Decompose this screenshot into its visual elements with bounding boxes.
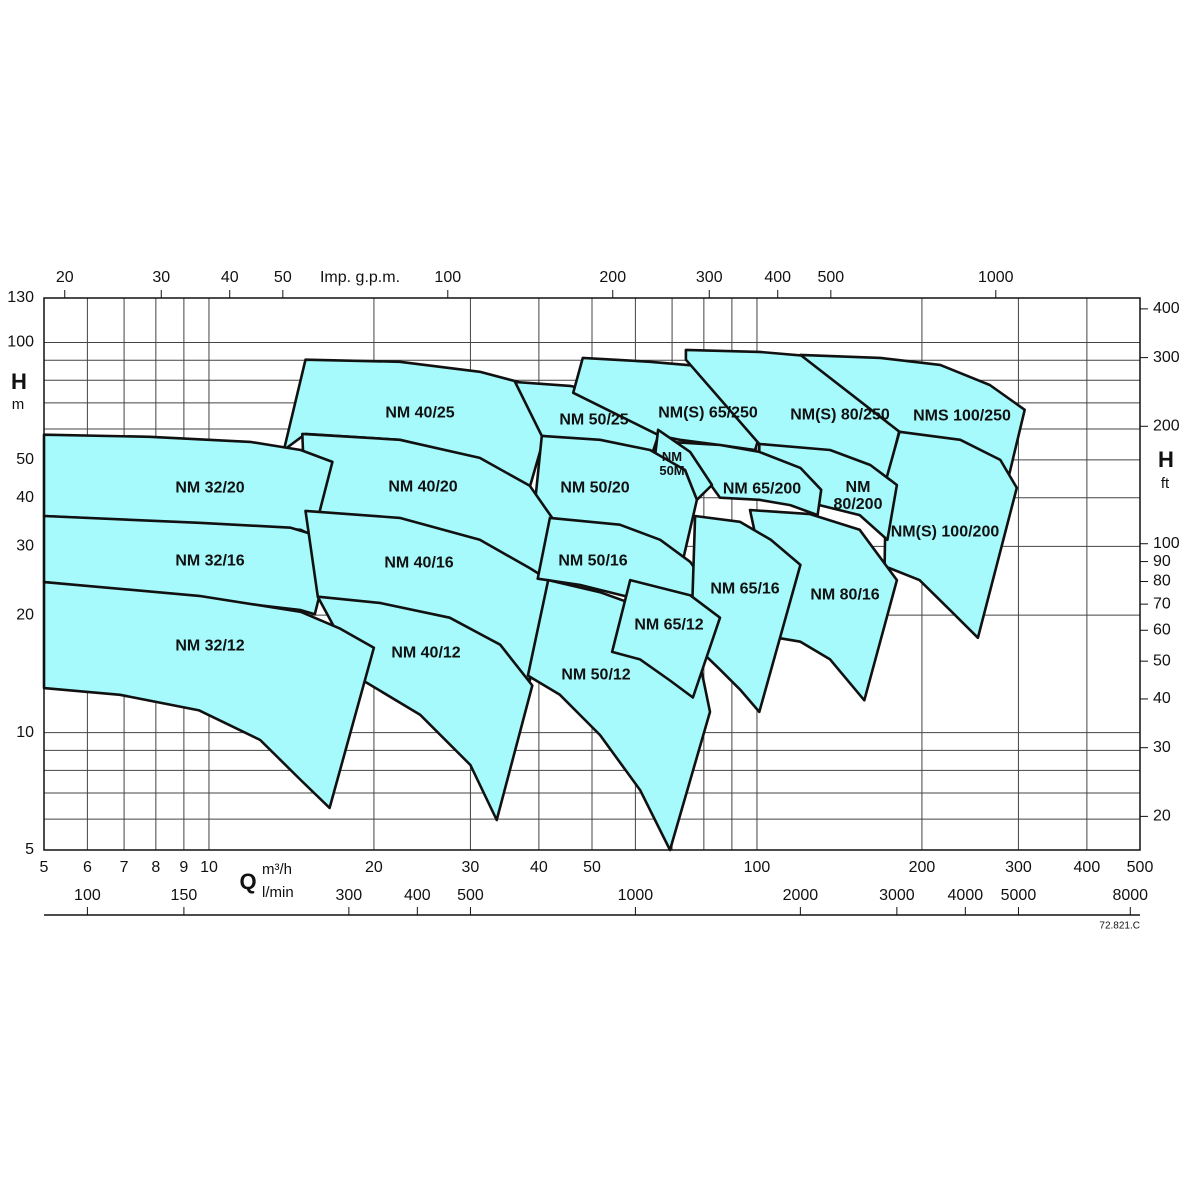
pump-region: [668, 440, 823, 517]
y2-tick-label: 300: [1153, 349, 1180, 366]
x-tick-label: 5: [40, 859, 49, 876]
x3-tick-label: 500: [817, 269, 844, 286]
region-label: NM 80/16: [810, 586, 880, 604]
x3-tick-label: 50: [274, 269, 292, 286]
x-tick-label: 50: [583, 859, 601, 876]
y2-tick-label: 100: [1153, 535, 1180, 552]
y2-tick-label: 90: [1153, 553, 1171, 570]
x2-tick-label: 5000: [1001, 887, 1037, 904]
y2-tick-label: 60: [1153, 621, 1171, 638]
x-tick-label: 200: [909, 859, 936, 876]
chart-code: 72.821.C: [1099, 921, 1140, 932]
x-tick-label: 7: [120, 859, 129, 876]
region-label: NM 32/20: [175, 479, 245, 497]
y2-tick-label: 20: [1153, 808, 1171, 825]
x-tick-label: 8: [151, 859, 160, 876]
x2-axis-unit: l/min: [262, 884, 294, 901]
region-label: NM 65/12: [634, 616, 704, 634]
x3-tick-label: 1000: [978, 269, 1014, 286]
pump-region: [610, 578, 722, 699]
region-label: NM 65/200: [722, 480, 802, 498]
x3-axis-unit: Imp. g.p.m.: [320, 269, 400, 286]
region-label: NM 50/25: [559, 411, 629, 429]
y2-tick-label: 80: [1153, 573, 1171, 590]
x3-tick-label: 100: [434, 269, 461, 286]
region-label: NM(S) 65/250: [658, 404, 758, 422]
x-tick-label: 30: [462, 859, 480, 876]
x3-tick-label: 300: [696, 269, 723, 286]
x2-tick-label: 2000: [783, 887, 819, 904]
y-tick-label: 10: [16, 724, 34, 741]
x-tick-label: 10: [200, 859, 218, 876]
x2-tick-label: 8000: [1112, 887, 1148, 904]
region-label: NM 40/12: [391, 644, 461, 662]
x2-tick-label: 300: [336, 887, 363, 904]
x3-tick-label: 400: [764, 269, 791, 286]
region-label: NM 50/12: [561, 666, 631, 684]
region-label: NM 40/20: [388, 478, 458, 496]
y2-tick-label: 50: [1153, 652, 1171, 669]
y-axis-unit: m: [12, 396, 25, 413]
y-tick-label: 130: [7, 289, 34, 306]
x2-tick-label: 100: [74, 887, 101, 904]
x-axis-unit: m³/h: [262, 861, 292, 878]
region-label: NM 50/16: [558, 552, 628, 570]
region-label: NM 40/16: [384, 554, 454, 572]
y-tick-label: 5: [25, 841, 34, 858]
y2-axis-label: H: [1158, 447, 1174, 472]
x-tick-label: 300: [1005, 859, 1032, 876]
x-tick-label: 400: [1074, 859, 1101, 876]
pump-region: [42, 580, 376, 810]
region-label: NM 50M: [659, 449, 685, 478]
plot-frame: [43, 297, 1141, 851]
x3-tick-label: 40: [221, 269, 239, 286]
region-label: NMS 100/250: [913, 407, 1011, 425]
x-tick-label: 9: [179, 859, 188, 876]
region-label: NM 50/20: [560, 479, 630, 497]
region-label: NM 32/12: [175, 637, 245, 655]
y-tick-label: 40: [16, 489, 34, 506]
x2-tick-label: 400: [404, 887, 431, 904]
region-label: NM 32/16: [175, 552, 245, 570]
y2-axis-unit: ft: [1161, 475, 1170, 492]
y2-tick-label: 200: [1153, 418, 1180, 435]
y-tick-label: 30: [16, 538, 34, 555]
x-tick-label: 40: [530, 859, 548, 876]
y-tick-label: 50: [16, 451, 34, 468]
y-tick-label: 20: [16, 606, 34, 623]
y-tick-label: 100: [7, 334, 34, 351]
x2-tick-label: 1000: [618, 887, 654, 904]
x-axis-label: Q: [239, 869, 256, 894]
region-label: NM(S) 100/200: [890, 523, 1000, 541]
x2-tick-label: 4000: [948, 887, 984, 904]
x-tick-label: 500: [1127, 859, 1154, 876]
x2-tick-label: 150: [171, 887, 198, 904]
x3-tick-label: 30: [152, 269, 170, 286]
region-label: NM 65/16: [710, 580, 780, 598]
region-label: NM 40/25: [385, 404, 455, 422]
x3-tick-label: 200: [599, 269, 626, 286]
x-tick-label: 6: [83, 859, 92, 876]
y2-tick-label: 40: [1153, 690, 1171, 707]
x-tick-label: 20: [365, 859, 383, 876]
x3-tick-label: 20: [56, 269, 74, 286]
region-label: NM 80/200: [833, 479, 883, 513]
y2-tick-label: 30: [1153, 739, 1171, 756]
x-tick-label: 100: [744, 859, 771, 876]
y-axis-label: H: [11, 369, 27, 394]
x2-tick-label: 500: [457, 887, 484, 904]
region-label: NM(S) 80/250: [790, 406, 890, 424]
y2-tick-label: 400: [1153, 300, 1180, 317]
y2-tick-label: 70: [1153, 595, 1171, 612]
x2-tick-label: 3000: [879, 887, 915, 904]
